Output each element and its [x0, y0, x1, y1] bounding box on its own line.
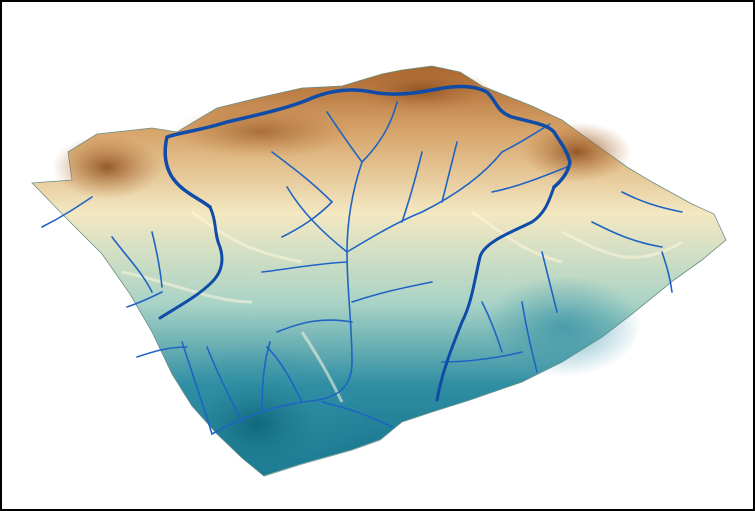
top-peak-shading [352, 68, 492, 112]
upper-ridge-shading [172, 106, 352, 158]
right-peak-shading [522, 122, 632, 182]
left-peak-shading [52, 135, 162, 199]
watershed-boundary [163, 84, 572, 209]
main-stream [211, 161, 363, 435]
left-boundary-stream [158, 205, 224, 320]
terrain-lower-edge [263, 439, 381, 477]
secondary-boundary-stream [435, 185, 556, 402]
valley-shading [152, 292, 402, 476]
ridge-highlights [121, 210, 683, 403]
right-valley-shading [362, 222, 642, 402]
stream-network [41, 101, 683, 435]
